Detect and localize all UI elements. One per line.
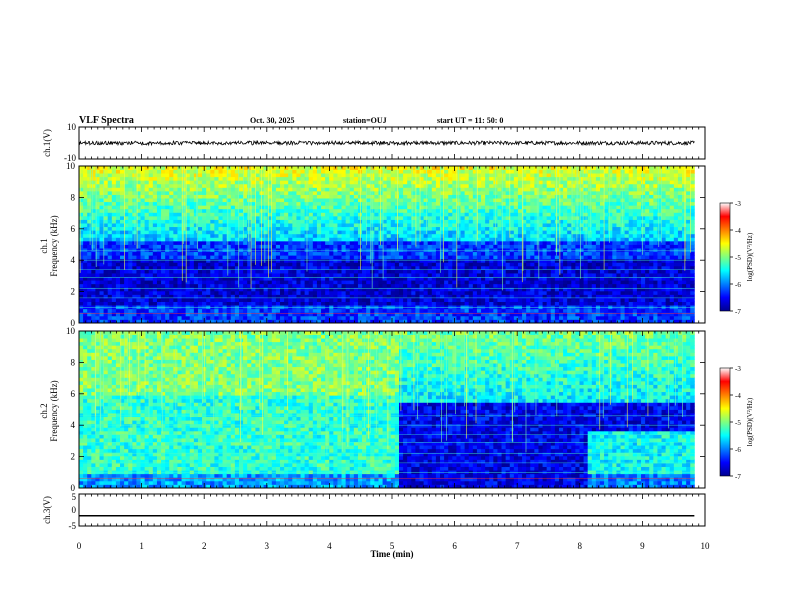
ch1-ytick-bottom: -10	[64, 153, 76, 163]
colorbar-tick--6: -6	[735, 281, 741, 289]
ch1-spectrogram-panel: 0 2 4 6 8 10 ch.1 Frequency (kHz)	[39, 161, 706, 328]
ch1-panel: 10 -10 ch.1(V)	[42, 122, 706, 163]
time-tick-0: 0	[77, 541, 82, 551]
ch1-colorbar-label: log(PSD)(V²/Hz)	[746, 232, 754, 281]
time-tick-3: 3	[265, 541, 270, 551]
ch2-spec-ylabel-frequency: Frequency (kHz)	[49, 380, 59, 441]
ch2-spectrogram-panel: 0 2 4 6 8 10 ch.2 Frequency (kHz)	[39, 326, 706, 493]
time-tick-4: 4	[327, 541, 332, 551]
ch1-colorbar: -3 -4 -5 -6 -7 log(PSD)(V²/Hz)	[719, 200, 754, 316]
time-tick-9: 9	[640, 541, 645, 551]
time-axis-labels: 0 1 2 3 4 5 6 7 8 9 10	[77, 541, 710, 551]
colorbar-tick--5: -5	[735, 254, 741, 262]
colorbar-tick--7: -7	[735, 308, 741, 316]
colorbar-tick--4: -4	[735, 392, 741, 400]
ch2-colorbar-gradient	[719, 367, 731, 477]
ch2-colorbar: -3 -4 -5 -6 -7 log(PSD)(V²/Hz)	[719, 365, 754, 481]
ytick-label-2: 2	[71, 287, 76, 297]
ytick-label-6: 6	[71, 224, 76, 234]
ytick-label-0: 0	[71, 318, 76, 328]
ch1-colorbar-gradient	[719, 202, 731, 312]
ch3-ytick-top: 5	[72, 492, 77, 502]
ytick-label-10: 10	[66, 161, 76, 171]
time-axis-title: Time (min)	[370, 549, 413, 559]
time-tick-2: 2	[202, 541, 207, 551]
colorbar-tick--3: -3	[735, 365, 741, 373]
ch1-spec-ylabel-frequency: Frequency (kHz)	[49, 215, 59, 276]
ytick-label-8: 8	[71, 192, 76, 202]
ch3-frame	[78, 493, 706, 527]
time-tick-10: 10	[701, 541, 711, 551]
figure-title: VLF Spectra	[79, 115, 134, 126]
ch1-spec-ylabel-channel: ch.1	[39, 238, 49, 253]
ch2-spectrogram-image	[79, 331, 695, 489]
ytick-label-4: 4	[71, 255, 76, 265]
ch1-ylabel: ch.1(V)	[42, 129, 52, 157]
time-axis-ticks	[78, 127, 706, 526]
ytick-label-8: 8	[71, 357, 76, 367]
ch1-spectrogram-image	[79, 166, 695, 324]
ch3-ytick-bottom: -5	[69, 521, 77, 531]
ytick-label-0: 0	[71, 483, 76, 493]
ytick-label-2: 2	[71, 452, 76, 462]
colorbar-tick--7: -7	[735, 473, 741, 481]
ch2-spec-ylabel-channel: ch.2	[39, 403, 49, 418]
start-time-label: start UT = 11: 50: 0	[437, 116, 503, 125]
colorbar-tick--6: -6	[735, 446, 741, 454]
ch1-ytick-top: 10	[67, 122, 77, 132]
station-label: station=OUJ	[343, 116, 387, 125]
ch1-trace	[78, 139, 695, 147]
ytick-label-10: 10	[66, 326, 76, 336]
time-tick-6: 6	[452, 541, 457, 551]
time-tick-5: 5	[390, 541, 395, 551]
ch3-ylabel: ch.3(V)	[42, 496, 52, 524]
time-tick-1: 1	[139, 541, 144, 551]
time-tick-7: 7	[515, 541, 520, 551]
ytick-label-6: 6	[71, 389, 76, 399]
ytick-label-4: 4	[71, 420, 76, 430]
ch3-panel: 5 0 -5 ch.3(V)	[42, 492, 706, 531]
ch2-colorbar-label: log(PSD)(V²/Hz)	[746, 397, 754, 446]
ch3-ytick-mid: 0	[72, 505, 77, 515]
date-label: Oct. 30, 2025	[250, 116, 294, 125]
time-tick-8: 8	[578, 541, 583, 551]
colorbar-tick--4: -4	[735, 227, 741, 235]
colorbar-tick--3: -3	[735, 200, 741, 208]
colorbar-tick--5: -5	[735, 419, 741, 427]
